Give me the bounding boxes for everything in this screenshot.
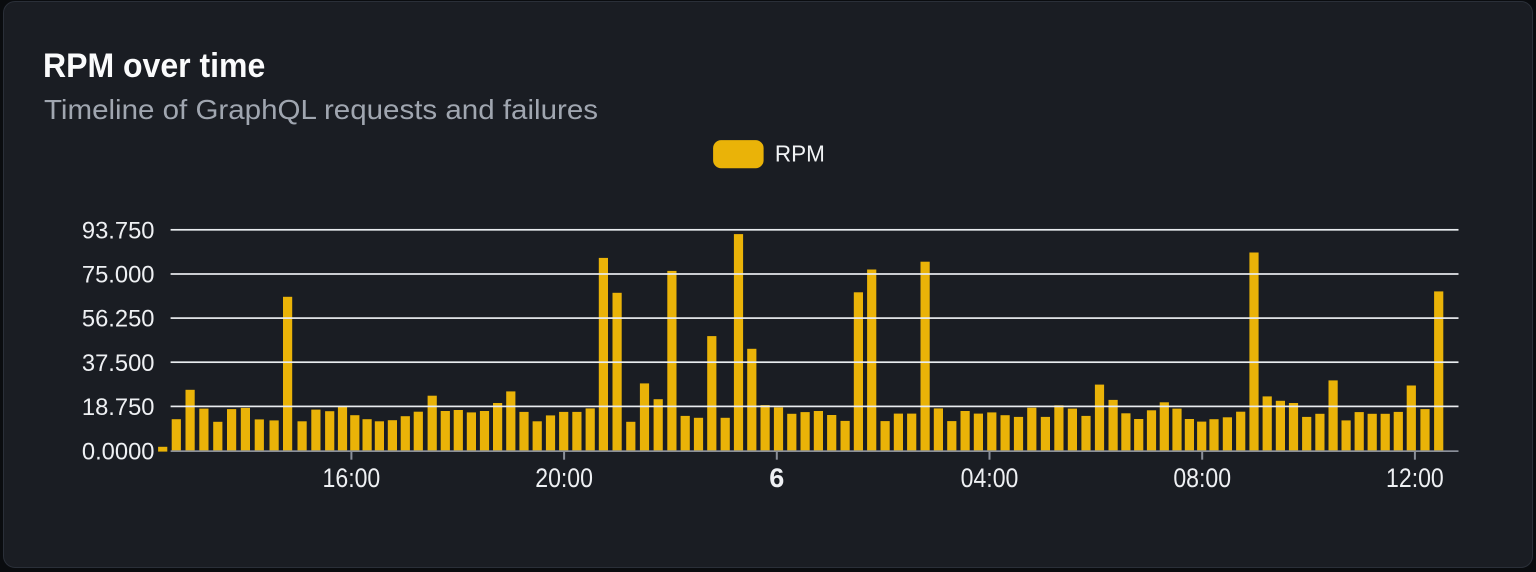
svg-text:37.500: 37.500 [82,350,155,377]
svg-text:6: 6 [769,463,784,493]
svg-text:93.750: 93.750 [82,217,155,244]
svg-text:20:00: 20:00 [535,463,593,493]
svg-text:RPM over time: RPM over time [43,47,265,85]
svg-text:16:00: 16:00 [323,463,381,493]
svg-text:08:00: 08:00 [1173,463,1231,493]
svg-text:RPM: RPM [775,140,825,166]
svg-text:18.750: 18.750 [82,394,155,421]
svg-text:12:00: 12:00 [1386,463,1444,493]
svg-text:75.000: 75.000 [82,262,155,289]
svg-text:04:00: 04:00 [961,463,1019,493]
svg-text:Timeline of GraphQL requests a: Timeline of GraphQL requests and failure… [44,94,598,125]
svg-text:0.0000: 0.0000 [82,439,155,466]
svg-text:56.250: 56.250 [82,306,155,333]
